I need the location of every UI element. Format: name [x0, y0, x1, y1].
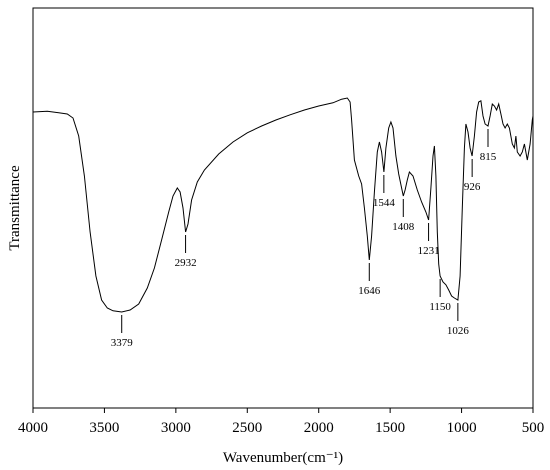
x-tick-label: 500 [522, 420, 545, 436]
x-tick-label: 3500 [89, 420, 119, 436]
peak-label: 1544 [373, 197, 396, 209]
spectrum-line [32, 97, 534, 313]
peak-label: 1408 [392, 221, 415, 233]
peak-label: 926 [464, 181, 481, 193]
peak-label: 1150 [429, 301, 451, 313]
x-tick-label: 4000 [18, 420, 48, 436]
plot-frame [32, 7, 534, 409]
x-tick-label: 1500 [375, 420, 405, 436]
x-axis-ticks: 4000 3500 3000 2500 2000 1500 1000 500 [18, 408, 544, 436]
x-tick-label: 3000 [161, 420, 191, 436]
x-tick-label: 2500 [232, 420, 262, 436]
peak-label: 1231 [418, 245, 440, 257]
peak-label: 1646 [358, 285, 381, 297]
x-axis-label: Wavenumber(cm⁻¹) [223, 450, 343, 466]
peak-label: 815 [480, 151, 497, 163]
peak-label: 2932 [175, 257, 197, 269]
peak-label: 1026 [447, 325, 470, 337]
x-tick-label: 1000 [447, 420, 477, 436]
spectrum-series [32, 97, 534, 313]
y-axis-label: Transmittance [7, 165, 23, 251]
x-tick-label: 2000 [304, 420, 334, 436]
peak-label: 3379 [111, 337, 134, 349]
